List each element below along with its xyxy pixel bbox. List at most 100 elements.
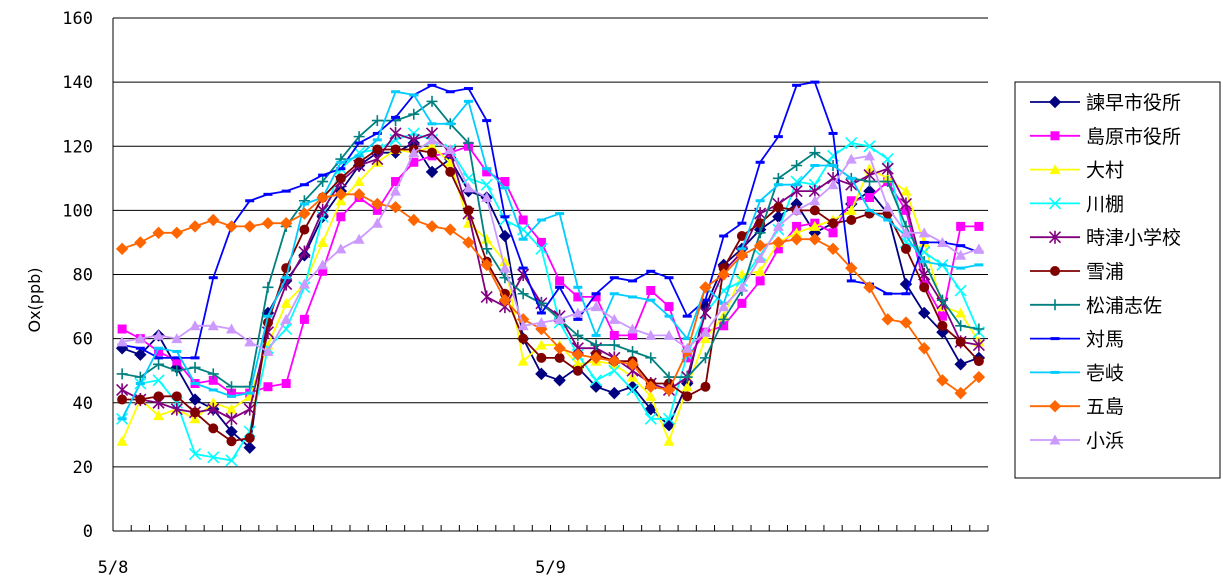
data-point <box>426 134 438 145</box>
data-point <box>646 286 656 296</box>
data-point <box>444 223 457 236</box>
data-point <box>608 364 621 377</box>
data-point <box>390 185 402 196</box>
data-point <box>626 358 639 371</box>
data-point <box>244 433 255 444</box>
data-point <box>827 179 839 190</box>
series-11 <box>116 134 985 356</box>
data-point <box>207 320 219 331</box>
data-point <box>207 213 220 227</box>
data-point <box>482 167 492 177</box>
data-point <box>664 302 674 312</box>
data-point <box>225 220 238 233</box>
data-point <box>955 320 967 332</box>
data-point <box>627 323 639 334</box>
data-point <box>845 136 858 150</box>
legend-item: 松浦志佐 <box>1030 295 1162 317</box>
data-point <box>481 243 493 255</box>
legend-marker <box>1048 230 1062 244</box>
legend-marker <box>1048 197 1062 210</box>
data-point <box>207 451 220 464</box>
data-point <box>917 306 931 320</box>
data-point <box>518 333 529 344</box>
data-point <box>845 153 857 164</box>
data-point <box>791 159 803 171</box>
data-point <box>572 365 583 376</box>
data-point <box>153 329 165 340</box>
data-point <box>717 268 730 281</box>
data-point <box>170 402 183 416</box>
data-point <box>372 205 382 215</box>
data-point <box>719 321 729 331</box>
data-point <box>864 163 876 174</box>
data-point <box>298 245 311 259</box>
data-point <box>954 284 967 297</box>
data-point <box>353 176 365 187</box>
data-point <box>390 144 401 155</box>
data-point <box>790 184 803 198</box>
data-point <box>352 188 366 201</box>
data-point <box>135 394 146 405</box>
data-point <box>134 236 147 249</box>
data-point <box>645 390 657 401</box>
data-point <box>407 133 420 147</box>
legend-marker <box>1050 266 1060 276</box>
data-point <box>117 394 128 405</box>
data-point <box>409 157 419 167</box>
data-point <box>973 243 985 254</box>
data-point <box>644 412 657 425</box>
data-point <box>865 193 875 203</box>
data-point <box>809 220 821 231</box>
data-point <box>826 242 840 256</box>
data-point <box>243 220 256 233</box>
series-8 <box>117 80 984 360</box>
data-point <box>791 204 803 215</box>
data-point <box>317 176 329 188</box>
data-point <box>480 178 493 191</box>
data-point <box>590 374 603 387</box>
data-point <box>555 276 565 286</box>
data-point <box>608 339 620 351</box>
data-point <box>389 126 402 140</box>
data-point <box>462 236 475 249</box>
data-point <box>881 153 894 166</box>
legend-marker <box>1049 299 1061 311</box>
data-point <box>280 297 292 308</box>
data-point <box>773 244 783 254</box>
data-point <box>828 218 839 229</box>
data-point <box>626 383 639 396</box>
legend-label: 諫早市役所 <box>1086 92 1181 114</box>
data-point <box>899 316 913 329</box>
data-point <box>334 188 348 201</box>
data-point <box>225 323 237 334</box>
data-point <box>809 147 821 159</box>
data-point <box>281 379 291 389</box>
data-point <box>773 202 784 213</box>
data-point <box>590 301 602 312</box>
legend-label: 雪浦 <box>1086 261 1124 283</box>
data-point <box>954 358 967 371</box>
data-point <box>480 258 493 272</box>
data-point <box>498 293 512 307</box>
data-point <box>681 381 693 392</box>
y-tick-label: 40 <box>73 394 93 414</box>
series-layer <box>115 80 986 467</box>
series-line <box>121 138 980 353</box>
data-point <box>243 441 256 454</box>
data-point <box>736 281 748 292</box>
data-point <box>937 320 948 331</box>
data-point <box>882 201 894 212</box>
data-point <box>498 229 512 243</box>
data-point <box>627 345 639 357</box>
data-point <box>645 352 657 364</box>
data-point <box>973 356 984 367</box>
data-point <box>189 320 201 331</box>
data-point <box>298 278 310 289</box>
data-point <box>353 233 365 244</box>
data-point <box>499 262 511 273</box>
data-point <box>535 339 547 350</box>
data-point <box>755 276 765 286</box>
legend-label: 時津小学校 <box>1086 227 1181 249</box>
data-point <box>172 356 182 366</box>
legend-item: 五島 <box>1030 396 1124 418</box>
